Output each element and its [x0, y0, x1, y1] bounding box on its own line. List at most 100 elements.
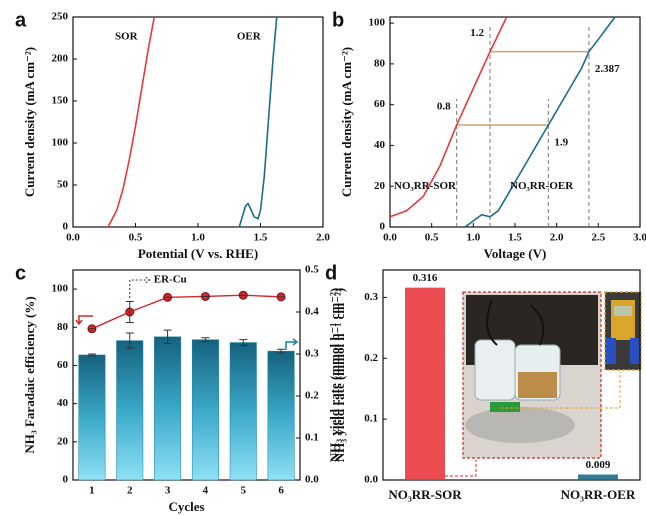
y2-tick-label: 0.2	[305, 390, 319, 402]
y-tick-label: 100	[52, 283, 69, 295]
x-tick-label: 6	[278, 485, 284, 497]
axis-arrow	[285, 338, 299, 350]
photo-inset	[462, 291, 602, 459]
y-tick-label: 0	[63, 221, 69, 233]
x-tick-label: 4	[203, 485, 209, 497]
series-label: SOR	[115, 31, 139, 43]
x-tick-label: 1.5	[254, 232, 268, 244]
x-tick-label: 1.0	[466, 232, 480, 244]
bar	[154, 336, 182, 481]
bar	[191, 339, 219, 481]
arrow	[129, 276, 151, 298]
value-label: 0.009	[586, 459, 611, 471]
panel-label: b	[332, 9, 344, 31]
series-label: OER	[237, 31, 262, 43]
x-tick-label: NO₃RR-SOR	[388, 487, 462, 502]
y-axis-label: NH₃ yield rate (mmol h⁻¹ cm⁻²)	[332, 288, 347, 463]
x-axis-label: Potential (V vs. RHE)	[138, 246, 258, 261]
y-tick-label: 40	[57, 397, 69, 409]
y-axis-label: NH₃ Faradaic efficiency (%)	[22, 296, 37, 453]
x-tick-label: 2.0	[550, 232, 564, 244]
x-tick-label: 3.0	[633, 232, 646, 244]
y-axis-label: Current density (mA cm⁻²)	[22, 47, 37, 197]
error-bar	[163, 329, 172, 344]
y-tick-label: 0	[63, 474, 69, 486]
bar	[405, 287, 445, 480]
data-line	[107, 16, 156, 228]
data-line	[238, 16, 278, 228]
y2-tick-label: 0.4	[305, 306, 319, 318]
error-bar	[239, 339, 248, 346]
plot-frame	[389, 16, 641, 228]
series-label: NO₃RR-SOR	[394, 180, 457, 192]
y-tick-label: 40	[374, 139, 386, 151]
bar	[78, 354, 106, 481]
guide-label: 1.2	[470, 27, 484, 39]
y-tick-label: 20	[374, 180, 386, 192]
x-tick-label: 1	[89, 485, 95, 497]
bar	[229, 342, 257, 481]
y-tick-label: 20	[57, 435, 69, 447]
y-tick-label: 200	[52, 53, 69, 65]
y-tick-label: 150	[52, 95, 69, 107]
error-bar	[125, 301, 134, 323]
series-label: NO₃RR-OER	[510, 180, 574, 192]
guide-label: 0.8	[437, 101, 451, 113]
x-tick-label: 0.5	[425, 232, 439, 244]
y-tick-label: 80	[57, 321, 69, 333]
connector	[500, 372, 621, 409]
error-bar	[277, 348, 286, 354]
y-tick-label: 0.2	[364, 352, 378, 364]
panel-label: d	[325, 262, 337, 284]
y-tick-label: 0.1	[364, 413, 378, 425]
bar	[267, 350, 295, 481]
y-tick-label: 50	[57, 179, 69, 191]
error-bar	[125, 332, 134, 349]
x-tick-label: 2.5	[591, 232, 605, 244]
panel-label: c	[15, 262, 26, 284]
x-tick-label: 0.0	[66, 232, 80, 244]
y-tick-label: 100	[52, 137, 69, 149]
y-tick-label: 0	[380, 221, 386, 233]
axis-arrow	[75, 315, 93, 326]
x-tick-label: 1.5	[508, 232, 522, 244]
data-line	[464, 16, 616, 228]
plot-frame	[72, 269, 301, 481]
plot-frame	[382, 269, 641, 481]
y2-axis-label: NH₃ yield rate (mmol h⁻¹ cm⁻²)	[327, 288, 342, 463]
guide-label: 2.387	[595, 63, 620, 75]
data-line	[389, 16, 508, 218]
y-tick-label: 80	[374, 57, 386, 69]
y-axis-label: Current density (mA cm⁻²)	[339, 47, 354, 197]
bar	[116, 340, 144, 481]
y-tick-label: 250	[52, 11, 69, 23]
x-tick-label: 0.0	[383, 232, 397, 244]
photo-inset	[604, 291, 642, 371]
y2-tick-label: 0.5	[305, 264, 319, 276]
y-tick-label: 60	[374, 98, 386, 110]
x-axis-label: Voltage (V)	[484, 246, 547, 261]
x-tick-label: 3	[165, 485, 171, 497]
y2-tick-label: 0.3	[305, 348, 319, 360]
x-tick-label: 5	[241, 485, 247, 497]
guide-label: 1.9	[554, 137, 568, 149]
y-tick-label: 60	[57, 359, 69, 371]
y2-tick-label: 0.1	[305, 432, 319, 444]
x-tick-label: NO₃RR-OER	[561, 487, 636, 502]
annotation: ER-Cu	[154, 274, 187, 286]
panel-label: a	[15, 9, 27, 31]
y-tick-label: 0.3	[364, 291, 378, 303]
value-label: 0.316	[413, 272, 438, 284]
bar	[578, 474, 618, 480]
x-tick-label: 0.5	[129, 232, 143, 244]
x-tick-label: 2.0	[316, 232, 330, 244]
x-tick-label: 2	[127, 485, 133, 497]
connector	[445, 460, 477, 477]
plot-frame	[72, 16, 324, 228]
y2-tick-label: 0.0	[305, 474, 319, 486]
error-bar	[201, 337, 210, 343]
x-axis-label: Cycles	[168, 499, 204, 514]
data-line	[91, 294, 282, 330]
y-tick-label: 100	[369, 17, 386, 29]
